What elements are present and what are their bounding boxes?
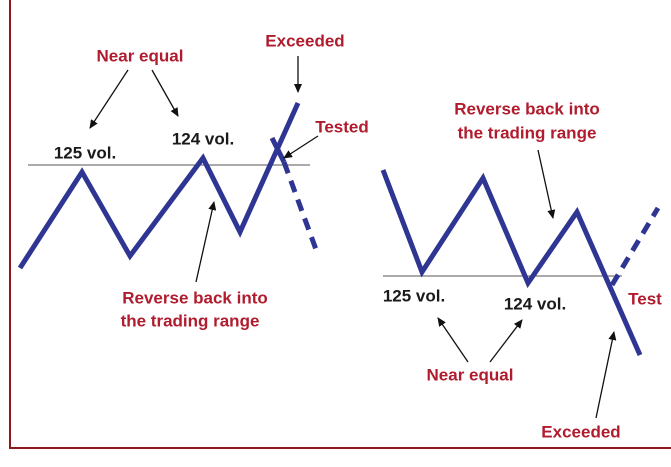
label: the trading range: [121, 311, 260, 330]
arrow: [437, 317, 469, 363]
label: 124 vol.: [504, 294, 566, 313]
arrow: [537, 149, 556, 219]
price-path: [380, 169, 643, 357]
label: Exceeded: [541, 422, 620, 441]
frame: [9, 0, 671, 449]
label: 125 vol.: [54, 143, 116, 162]
label: Near equal: [97, 46, 184, 65]
label: Tested: [315, 117, 369, 136]
label: Test: [628, 289, 662, 308]
label: the trading range: [458, 123, 597, 142]
label: 125 vol.: [383, 286, 445, 305]
label: Exceeded: [265, 31, 344, 50]
dashed-path: [609, 206, 661, 287]
price-path: [269, 136, 287, 164]
dashed-path: [281, 161, 321, 256]
arrow: [283, 135, 319, 159]
arrow: [489, 319, 523, 363]
arrow: [195, 201, 217, 283]
arrow: [151, 69, 179, 117]
label: Reverse back into: [122, 288, 268, 307]
label: Near equal: [427, 365, 514, 384]
label: Reverse back into: [454, 99, 600, 118]
price-path: [17, 101, 301, 270]
arrow: [89, 69, 129, 129]
arrow: [595, 331, 617, 419]
label: 124 vol.: [172, 129, 234, 148]
